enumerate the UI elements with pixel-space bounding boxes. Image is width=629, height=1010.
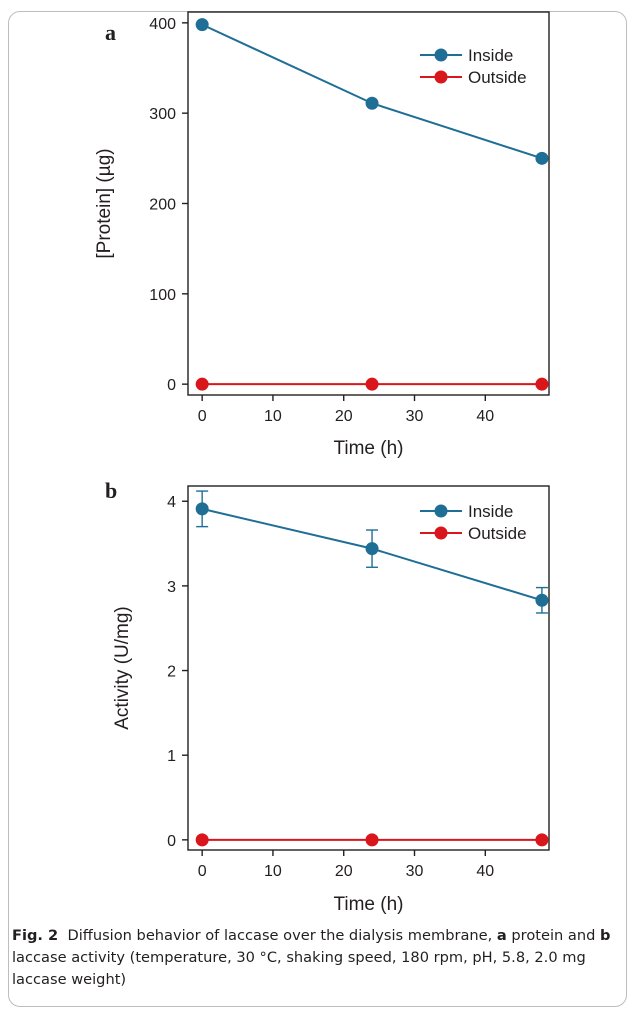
chart-panel-b: 0 10 20 30 40 0 1 2 3 4 Time (h) Activity (U/mg) b In… [105,478,550,915]
figure-caption: Fig. 2 Diffusion behavior of laccase ove… [12,925,617,991]
y-tick-label: 1 [167,748,176,765]
caption-a-tag: a [496,927,507,944]
caption-b-tag: b [600,927,611,944]
y-tick-label: 300 [149,106,176,123]
y-tick-label: 200 [149,197,176,214]
series-line-inside [201,23,543,160]
data-point-inside [195,18,209,32]
data-point-outside [365,833,379,847]
legend-marker-inside [434,48,448,62]
legend-label-outside: Outside [468,68,527,87]
x-tick-label: 40 [476,863,494,880]
data-point-outside [365,377,379,391]
plot-frame [187,485,550,851]
x-tick-label: 20 [335,408,353,425]
data-point-outside [535,833,549,847]
x-tick-label: 30 [406,863,424,880]
data-point-outside [195,377,209,391]
panel-label: a [105,20,116,45]
caption-text-3: laccase activity (temperature, 30 °C, sh… [12,949,586,988]
legend-marker-outside [434,526,448,540]
x-tick-label: 10 [264,408,282,425]
x-tick-label: 0 [198,863,207,880]
x-tick-label: 0 [198,408,207,425]
data-point-inside [365,542,379,556]
x-tick-label: 40 [476,408,494,425]
data-point-outside [535,377,549,391]
y-tick-label: 3 [167,579,176,596]
y-axis-label: [Protein] (µg) [94,148,115,258]
legend-label-inside: Inside [468,502,513,521]
legend-label-inside: Inside [468,46,513,65]
caption-text-2: protein and [511,927,596,944]
caption-label: Fig. 2 [12,927,59,944]
data-point-inside [195,502,209,516]
caption-text-1: Diffusion behavior of laccase over the d… [67,927,493,944]
data-point-inside [365,96,379,110]
x-tick-label: 30 [406,408,424,425]
x-tick-label: 20 [335,863,353,880]
legend-label-outside: Outside [468,524,527,543]
x-axis-label: Time (h) [333,894,403,915]
y-axis-label: Activity (U/mg) [112,606,133,730]
y-tick-label: 100 [149,287,176,304]
y-tick-label: 0 [167,833,176,850]
y-tick-label: 2 [167,664,176,681]
x-axis-label: Time (h) [333,438,403,459]
y-tick-label: 400 [149,16,176,33]
y-tick-label: 4 [167,494,176,511]
legend-marker-outside [434,70,448,84]
data-point-inside [535,151,549,165]
y-tick-label: 0 [167,377,176,394]
legend-marker-inside [434,504,448,518]
data-point-outside [195,833,209,847]
panel-label: b [105,478,117,503]
data-point-inside [535,593,549,607]
x-tick-label: 10 [264,863,282,880]
